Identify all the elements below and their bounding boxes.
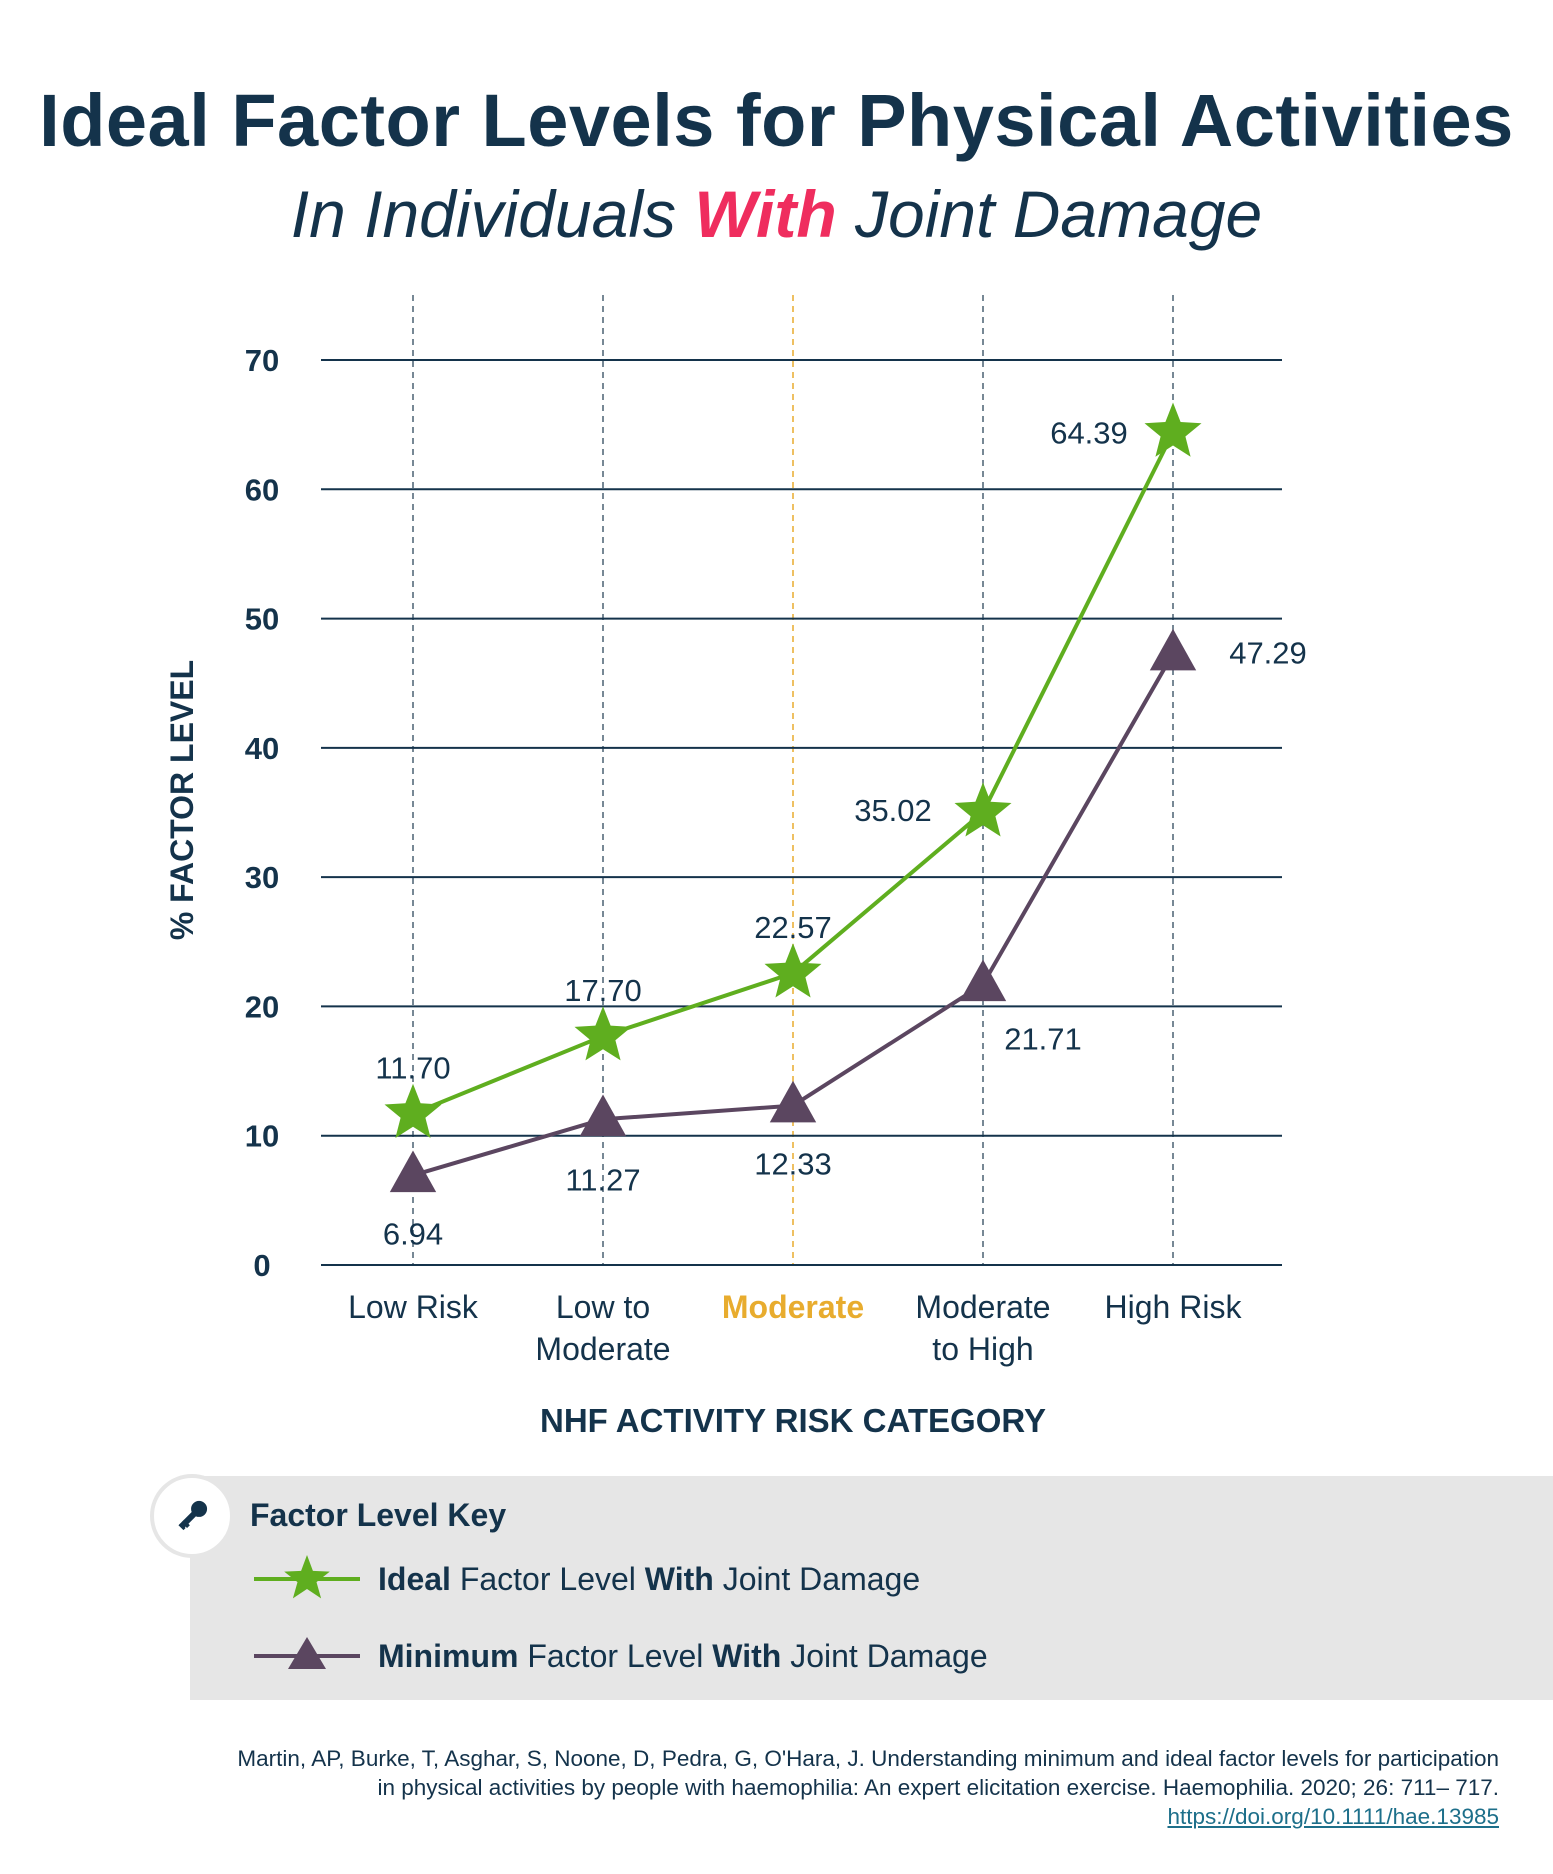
- data-label: 21.71: [1004, 1021, 1082, 1056]
- data-label: 11.27: [565, 1162, 640, 1197]
- legend-title: Factor Level Key: [250, 1497, 507, 1533]
- data-point-triangle: [769, 1080, 817, 1123]
- data-point-star: [1144, 402, 1202, 457]
- data-point-star: [574, 1006, 632, 1061]
- legend-item-ideal: Ideal Factor Level With Joint Damage: [254, 1549, 1454, 1609]
- x-tick-label: Moderate: [535, 1331, 670, 1367]
- legend-star-marker: [254, 1555, 360, 1599]
- y-tick-label: 50: [245, 602, 279, 637]
- subtitle-post: Joint Damage: [836, 177, 1263, 251]
- data-point-star: [764, 943, 822, 998]
- data-point-triangle: [579, 1094, 627, 1137]
- legend-label-minimum: Minimum Factor Level With Joint Damage: [378, 1638, 988, 1674]
- y-axis-label: % FACTOR LEVEL: [164, 660, 200, 940]
- data-point-star: [954, 782, 1012, 837]
- x-axis-label: NHF ACTIVITY RISK CATEGORY: [540, 1402, 1046, 1439]
- data-point-triangle: [1149, 628, 1197, 671]
- y-tick-label: 20: [245, 989, 279, 1024]
- legend-item-minimum: Minimum Factor Level With Joint Damage: [254, 1626, 1454, 1686]
- line-chart: 0 10 20 30 40 50 60 70 % FACTOR LEVEL Low Risk Low…: [164, 295, 1307, 1439]
- data-label: 35.02: [854, 793, 932, 828]
- data-label: 11.70: [375, 1051, 450, 1086]
- data-label: 12.33: [754, 1147, 832, 1182]
- data-label: 6.94: [383, 1216, 443, 1251]
- data-label: 17.70: [564, 973, 642, 1008]
- y-tick-label: 30: [245, 860, 279, 895]
- data-point-triangle: [389, 1150, 437, 1193]
- x-tick-label: to High: [932, 1331, 1033, 1367]
- legend-label-ideal: Ideal Factor Level With Joint Damage: [378, 1561, 921, 1597]
- data-point-triangle: [959, 959, 1007, 1002]
- key-icon: [150, 1474, 234, 1558]
- x-tick-label: Low to: [556, 1289, 650, 1325]
- x-tick-label: High Risk: [1105, 1289, 1243, 1325]
- subtitle-pre: In Individuals: [290, 177, 695, 251]
- citation-line-1: Martin, AP, Burke, T, Asghar, S, Noone, …: [237, 1746, 1499, 1771]
- chart-subtitle: In Individuals With Joint Damage: [0, 176, 1553, 252]
- data-label: 47.29: [1229, 636, 1307, 671]
- x-tick-label: Moderate: [722, 1289, 864, 1325]
- chart-title: Ideal Factor Levels for Physical Activit…: [39, 79, 1514, 162]
- y-tick-label: 0: [253, 1248, 270, 1283]
- x-tick-label: Moderate: [915, 1289, 1050, 1325]
- data-point-star: [384, 1083, 442, 1138]
- legend-triangle-marker: [254, 1637, 360, 1669]
- citation-line-2: in physical activities by people with ha…: [377, 1775, 1500, 1800]
- x-tick-label: Low Risk: [348, 1289, 479, 1325]
- y-tick-label: 60: [245, 472, 279, 507]
- citation-link[interactable]: https://doi.org/10.1111/hae.13985: [1167, 1804, 1499, 1829]
- subtitle-highlight: With: [694, 177, 837, 251]
- y-tick-label: 70: [245, 343, 279, 378]
- legend-panel: [190, 1476, 1553, 1700]
- y-tick-label: 40: [245, 731, 279, 766]
- data-label: 22.57: [754, 910, 832, 945]
- y-tick-label: 10: [245, 1119, 279, 1154]
- citation: Martin, AP, Burke, T, Asghar, S, Noone, …: [19, 1744, 1499, 1831]
- data-label: 64.39: [1050, 416, 1128, 451]
